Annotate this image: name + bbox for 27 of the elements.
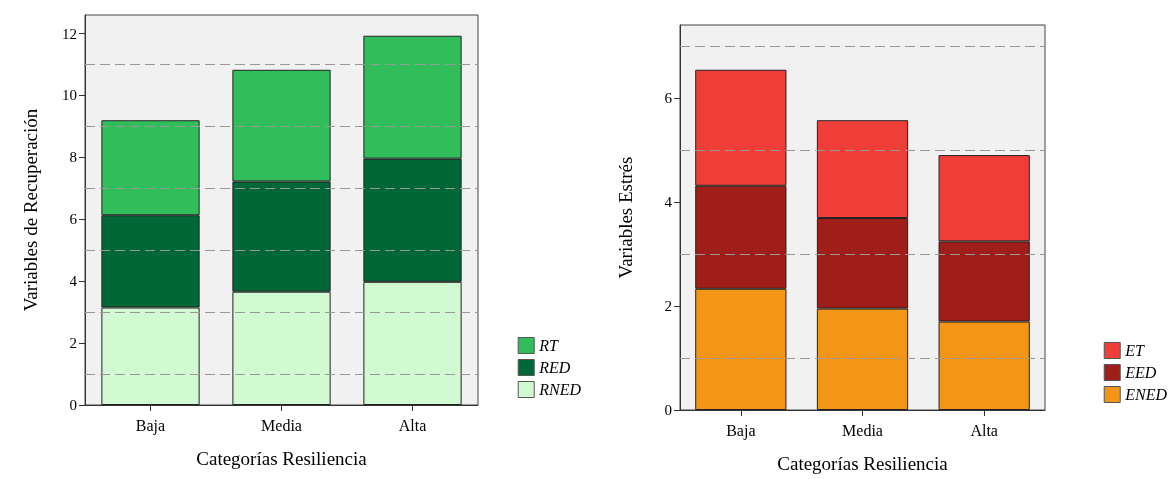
x-tick-label: Baja <box>726 421 756 440</box>
legend-label: ET <box>1124 342 1145 359</box>
x-tick-label: Media <box>842 421 883 439</box>
y-tick-label: 10 <box>62 87 77 104</box>
y-tick-label: 6 <box>69 211 78 228</box>
y-tick-label: 0 <box>664 402 672 418</box>
y-tick-label: 2 <box>69 335 77 352</box>
x-tick-label: Alta <box>398 416 427 434</box>
x-axis-title: Categorías Resiliencia <box>196 448 368 469</box>
y-tick-label: 4 <box>664 193 673 210</box>
y-axis-title: Variables de Recuperación <box>20 108 41 312</box>
y-tick-label: 6 <box>664 89 673 106</box>
x-tick-label: Baja <box>135 416 166 435</box>
y-tick-label: 0 <box>69 397 77 413</box>
x-tick-label: Media <box>261 416 302 434</box>
y-tick-label: 2 <box>664 297 672 314</box>
legend-label: EED <box>1124 364 1157 381</box>
y-tick-label: 12 <box>62 25 77 42</box>
y-tick-label: 4 <box>69 273 78 290</box>
x-tick-label: Alta <box>970 421 998 439</box>
legend-label: ENED <box>1124 386 1168 403</box>
y-axis-title: Variables Estrés <box>615 156 636 279</box>
legend-label: RNED <box>538 381 582 398</box>
y-tick-label: 8 <box>69 149 77 166</box>
x-axis-title: Categorías Resiliencia <box>777 453 949 474</box>
legend-label: RED <box>538 359 571 376</box>
legend-label: RT <box>538 337 559 354</box>
